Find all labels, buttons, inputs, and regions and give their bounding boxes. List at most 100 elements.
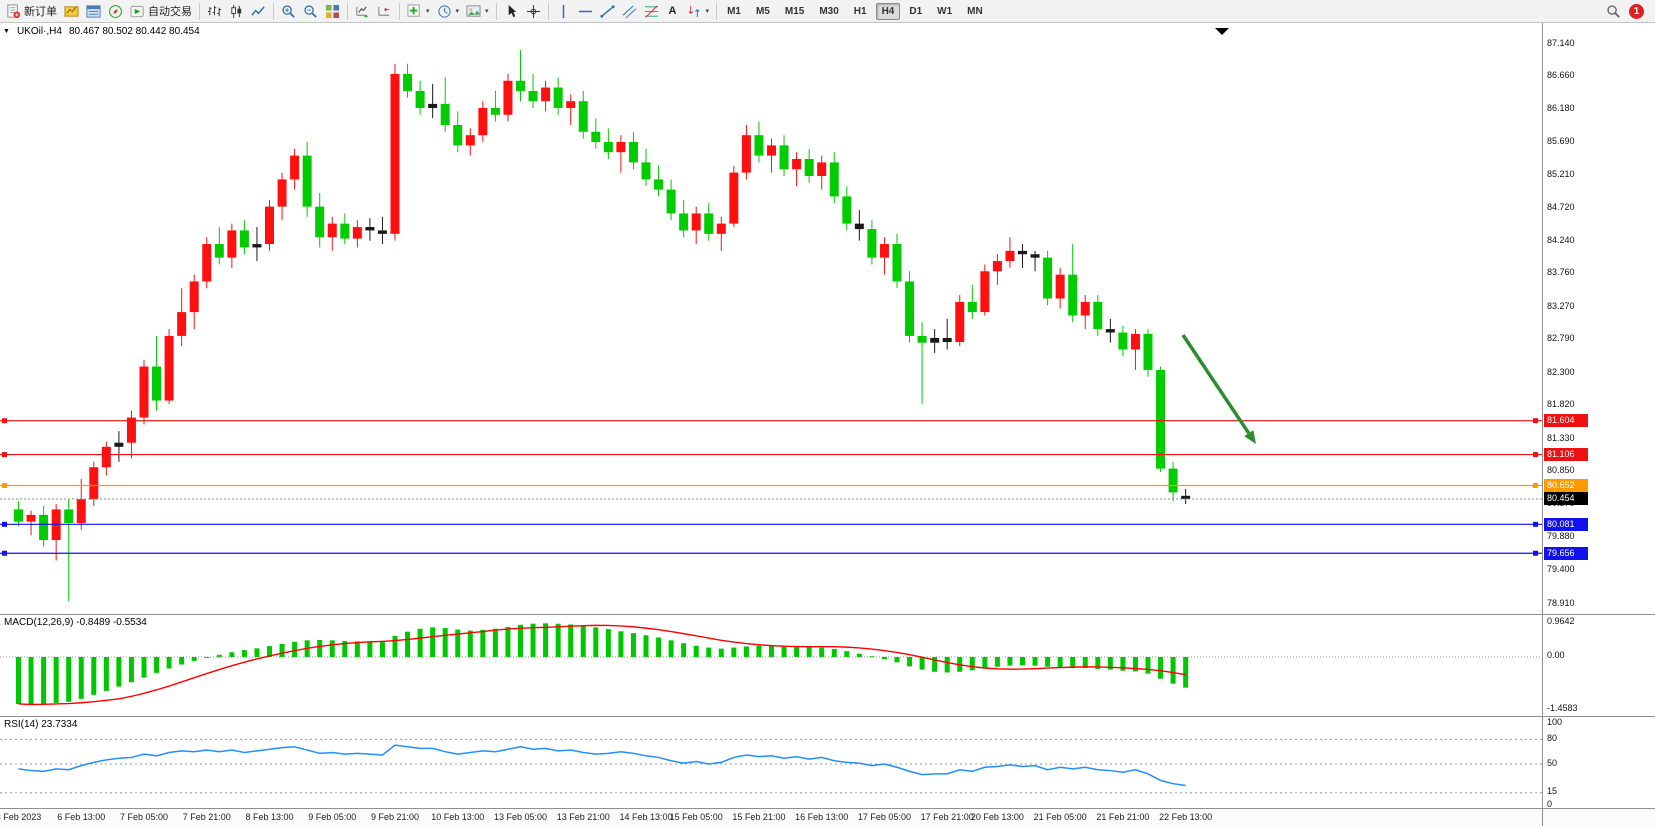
line-handle[interactable] bbox=[1533, 550, 1538, 556]
timeframe-d1-button[interactable]: D1 bbox=[909, 5, 923, 17]
timeframe-w1-button[interactable]: W1 bbox=[937, 5, 953, 17]
candle-body[interactable] bbox=[365, 227, 375, 231]
price-plot[interactable]: ▼ UKOil·,H4 80.467 80.502 80.442 80.454 bbox=[0, 23, 1542, 614]
candle-body[interactable] bbox=[1181, 495, 1191, 499]
candle-body[interactable] bbox=[1156, 369, 1166, 469]
candle-body[interactable] bbox=[214, 244, 224, 258]
candle-body[interactable] bbox=[503, 80, 513, 115]
candle-body[interactable] bbox=[578, 101, 588, 132]
candle-body[interactable] bbox=[729, 172, 739, 224]
toolbar-tile-windows-button[interactable] bbox=[322, 1, 343, 21]
candle-body[interactable] bbox=[817, 162, 827, 177]
candle-body[interactable] bbox=[879, 244, 889, 258]
timeframe-h4-button[interactable]: H4 bbox=[875, 2, 901, 20]
candle-body[interactable] bbox=[992, 261, 1002, 272]
candle-body[interactable] bbox=[1005, 250, 1015, 262]
candle-body[interactable] bbox=[189, 281, 199, 313]
candle-body[interactable] bbox=[842, 196, 852, 224]
trend-arrow[interactable] bbox=[1181, 334, 1251, 435]
candle-body[interactable] bbox=[754, 135, 764, 156]
candle-body[interactable] bbox=[478, 107, 488, 136]
candle-body[interactable] bbox=[76, 499, 86, 524]
candle-body[interactable] bbox=[139, 366, 149, 418]
toolbar-zoom-out-button[interactable] bbox=[300, 1, 321, 21]
candle-body[interactable] bbox=[377, 230, 387, 234]
rsi-axis[interactable]: 100 80 50 15 0 bbox=[1542, 717, 1655, 808]
candle-body[interactable] bbox=[428, 103, 438, 108]
toolbar-arrows-tool-button[interactable]: ▾ bbox=[684, 1, 713, 21]
toolbar-chart-shift-button[interactable] bbox=[374, 1, 395, 21]
line-handle[interactable] bbox=[2, 418, 7, 424]
candle-body[interactable] bbox=[126, 417, 136, 443]
candle-body[interactable] bbox=[955, 301, 965, 343]
candle-body[interactable] bbox=[26, 514, 36, 522]
line-handle[interactable] bbox=[1533, 482, 1538, 488]
candle-body[interactable] bbox=[829, 162, 839, 197]
timeframe-h1-button[interactable]: H1 bbox=[853, 5, 867, 17]
timeframe-m5-button[interactable]: M5 bbox=[755, 5, 770, 17]
toolbar-crosshair-button[interactable] bbox=[523, 1, 544, 21]
toolbar-horizontal-line-button[interactable] bbox=[575, 1, 596, 21]
candle-body[interactable] bbox=[942, 337, 952, 343]
candle-body[interactable] bbox=[892, 244, 902, 282]
candle-body[interactable] bbox=[327, 223, 337, 238]
candle-body[interactable] bbox=[290, 155, 300, 180]
toolbar-fibonacci-retracement-button[interactable] bbox=[641, 1, 662, 21]
candle-body[interactable] bbox=[239, 230, 249, 248]
candle-body[interactable] bbox=[679, 213, 689, 231]
line-handle[interactable] bbox=[1533, 521, 1538, 527]
time-axis[interactable]: 3 Feb 2023 6 Feb 13:00 7 Feb 05:00 7 Feb 21… bbox=[0, 809, 1542, 826]
candle-body[interactable] bbox=[792, 158, 802, 170]
candle-body[interactable] bbox=[1030, 254, 1040, 258]
candle-body[interactable] bbox=[917, 335, 927, 343]
candle-body[interactable] bbox=[767, 145, 776, 156]
candle-body[interactable] bbox=[691, 213, 701, 231]
candle-body[interactable] bbox=[89, 467, 99, 500]
candle-body[interactable] bbox=[490, 107, 500, 115]
candle-body[interactable] bbox=[628, 141, 638, 163]
macd-plot[interactable]: MACD(12,26,9) -0.8489 -0.5534 bbox=[0, 615, 1542, 716]
candle-body[interactable] bbox=[465, 135, 475, 146]
toolbar-indicators-button[interactable]: ▾ bbox=[404, 1, 433, 21]
toolbar-cursor-button[interactable] bbox=[501, 1, 522, 21]
objects-layer[interactable] bbox=[0, 334, 1542, 556]
notification-badge[interactable]: 1 bbox=[1629, 3, 1644, 19]
candle-body[interactable] bbox=[704, 213, 714, 234]
line-handle[interactable] bbox=[2, 550, 7, 556]
candle-body[interactable] bbox=[164, 335, 174, 401]
toolbar-vertical-line-button[interactable] bbox=[553, 1, 574, 21]
candle-body[interactable] bbox=[114, 442, 124, 447]
toolbar-profiles-button[interactable] bbox=[61, 1, 82, 21]
candle-body[interactable] bbox=[352, 227, 362, 239]
candle-body[interactable] bbox=[302, 155, 312, 207]
price-axis[interactable]: 87.140 86.660 86.180 85.690 85.210 84.720 84.2… bbox=[1542, 23, 1655, 614]
candle-body[interactable] bbox=[541, 87, 551, 102]
candle-body[interactable] bbox=[1093, 301, 1103, 330]
candle-body[interactable] bbox=[616, 141, 626, 153]
candle-body[interactable] bbox=[277, 179, 287, 207]
candle-body[interactable] bbox=[516, 80, 525, 91]
toolbar-zoom-in-button[interactable] bbox=[278, 1, 299, 21]
candle-body[interactable] bbox=[930, 337, 940, 343]
candle-body[interactable] bbox=[1130, 333, 1140, 350]
candle-body[interactable] bbox=[1105, 329, 1115, 333]
candle-body[interactable] bbox=[967, 301, 977, 313]
candle-body[interactable] bbox=[905, 281, 915, 336]
candle-body[interactable] bbox=[202, 244, 212, 282]
candle-body[interactable] bbox=[553, 87, 563, 108]
toolbar-bar-chart-button[interactable] bbox=[204, 1, 225, 21]
candle-body[interactable] bbox=[39, 514, 49, 541]
line-handle[interactable] bbox=[2, 521, 7, 527]
timeframe-m30-button[interactable]: M30 bbox=[819, 5, 839, 17]
candle-body[interactable] bbox=[252, 244, 262, 248]
candle-body[interactable] bbox=[152, 366, 162, 401]
candle-body[interactable] bbox=[340, 223, 350, 239]
toolbar-periods-button[interactable]: ▾ bbox=[434, 1, 463, 21]
line-handle[interactable] bbox=[2, 452, 7, 458]
candle-body[interactable] bbox=[1043, 257, 1053, 299]
trend-arrow-head[interactable] bbox=[1244, 430, 1256, 444]
toolbar-candlestick-chart-button[interactable] bbox=[226, 1, 247, 21]
toolbar-auto-trading-button[interactable]: 自动交易 bbox=[127, 1, 195, 21]
candle-body[interactable] bbox=[1018, 250, 1027, 255]
toolbar-text-tool-button[interactable]: A bbox=[663, 1, 683, 21]
